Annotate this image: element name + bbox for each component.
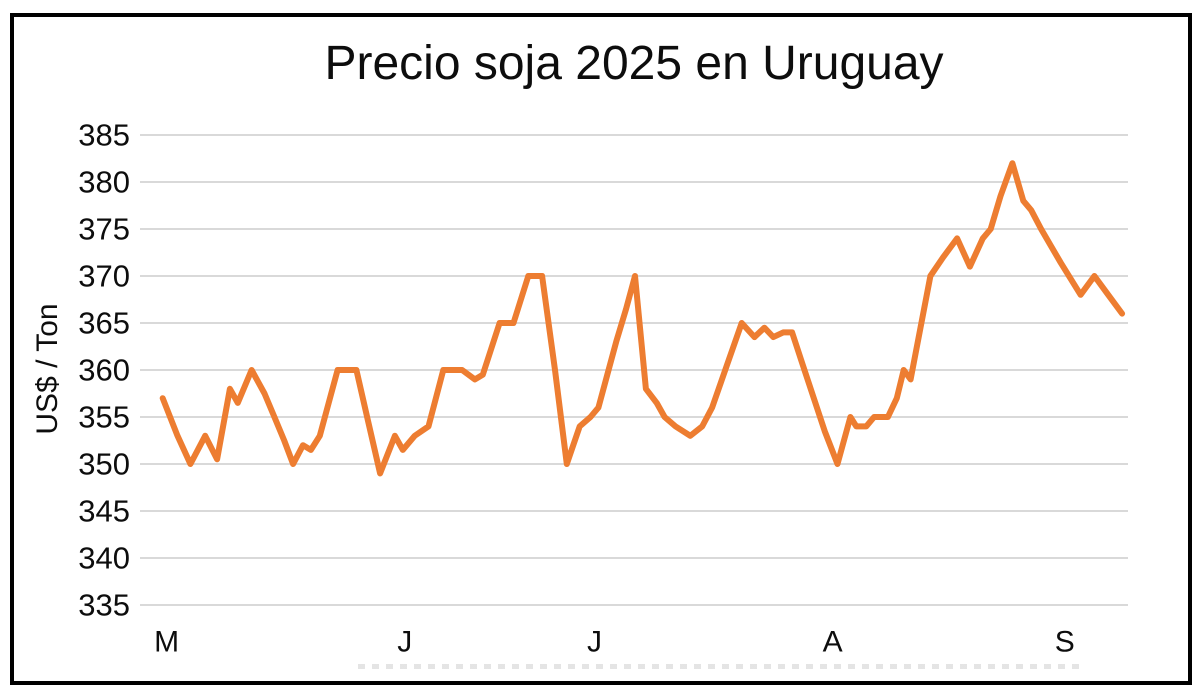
x-tick-label: M bbox=[154, 626, 179, 659]
y-tick-label: 345 bbox=[78, 494, 130, 529]
y-tick-label: 375 bbox=[78, 212, 130, 247]
price-series-line bbox=[159, 160, 1126, 477]
y-tick-label: 380 bbox=[78, 165, 130, 200]
y-tick-label: 355 bbox=[78, 400, 130, 435]
y-tick-label: 385 bbox=[78, 118, 130, 153]
y-tick-label: 340 bbox=[78, 541, 130, 576]
x-tick-label: S bbox=[1055, 626, 1075, 659]
y-tick-label: 335 bbox=[78, 588, 130, 623]
y-tick-label: 350 bbox=[78, 447, 130, 482]
clipped-caption-remnant bbox=[358, 664, 1080, 669]
x-tick-label: A bbox=[823, 626, 843, 659]
x-tick-label: J bbox=[397, 626, 412, 659]
x-tick-label: J bbox=[587, 626, 602, 659]
chart-title: Precio soja 2025 en Uruguay bbox=[324, 37, 944, 90]
y-tick-label: 360 bbox=[78, 353, 130, 388]
y-tick-label: 370 bbox=[78, 259, 130, 294]
y-tick-label: 365 bbox=[78, 306, 130, 341]
